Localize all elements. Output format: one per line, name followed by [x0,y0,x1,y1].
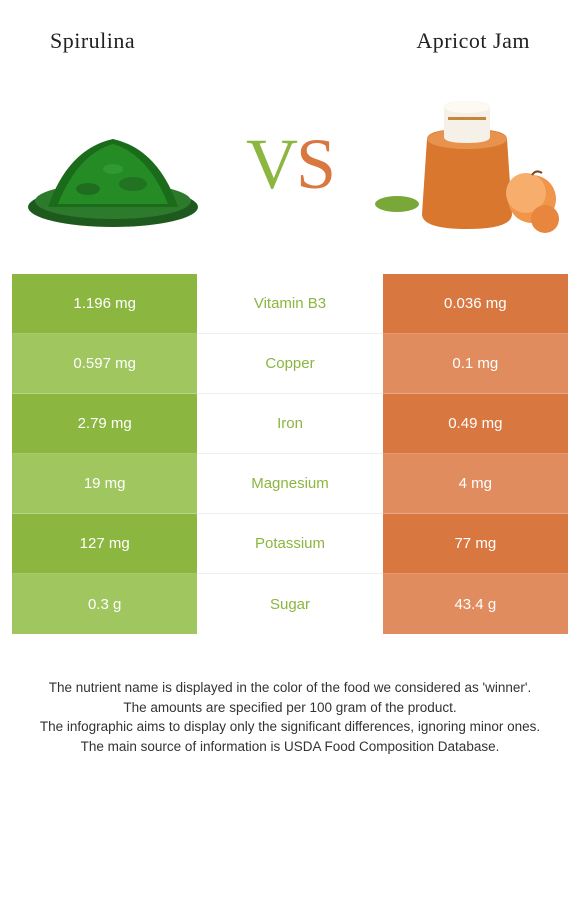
nutrient-label: Potassium [197,514,382,574]
value-left: 19 mg [12,454,197,514]
vs-label: VS [246,123,334,206]
food-title-right: Apricot Jam [416,28,530,54]
nutrient-row: 2.79 mgIron0.49 mg [12,394,568,454]
value-right: 77 mg [383,514,568,574]
nutrient-row: 1.196 mgVitamin B30.036 mg [12,274,568,334]
nutrient-row: 19 mgMagnesium4 mg [12,454,568,514]
value-left: 2.79 mg [12,394,197,454]
value-right: 0.49 mg [383,394,568,454]
value-left: 0.3 g [12,574,197,634]
footer-line: The infographic aims to display only the… [18,717,562,737]
value-left: 0.597 mg [12,334,197,394]
nutrient-table: 1.196 mgVitamin B30.036 mg0.597 mgCopper… [0,274,580,634]
value-right: 43.4 g [383,574,568,634]
footer-line: The nutrient name is displayed in the co… [18,678,562,698]
nutrient-label: Vitamin B3 [197,274,382,334]
value-left: 127 mg [12,514,197,574]
footer-notes: The nutrient name is displayed in the co… [0,634,580,756]
nutrient-row: 0.597 mgCopper0.1 mg [12,334,568,394]
spirulina-image [18,89,208,239]
header: Spirulina Apricot Jam [0,0,580,64]
value-right: 0.036 mg [383,274,568,334]
value-right: 4 mg [383,454,568,514]
nutrient-label: Iron [197,394,382,454]
nutrient-row: 127 mgPotassium77 mg [12,514,568,574]
food-title-left: Spirulina [50,28,135,54]
value-left: 1.196 mg [12,274,197,334]
footer-line: The amounts are specified per 100 gram o… [18,698,562,718]
apricot-jam-image [372,89,562,239]
nutrient-label: Sugar [197,574,382,634]
hero-row: VS [0,64,580,274]
value-right: 0.1 mg [383,334,568,394]
nutrient-row: 0.3 gSugar43.4 g [12,574,568,634]
nutrient-label: Copper [197,334,382,394]
footer-line: The main source of information is USDA F… [18,737,562,757]
nutrient-label: Magnesium [197,454,382,514]
